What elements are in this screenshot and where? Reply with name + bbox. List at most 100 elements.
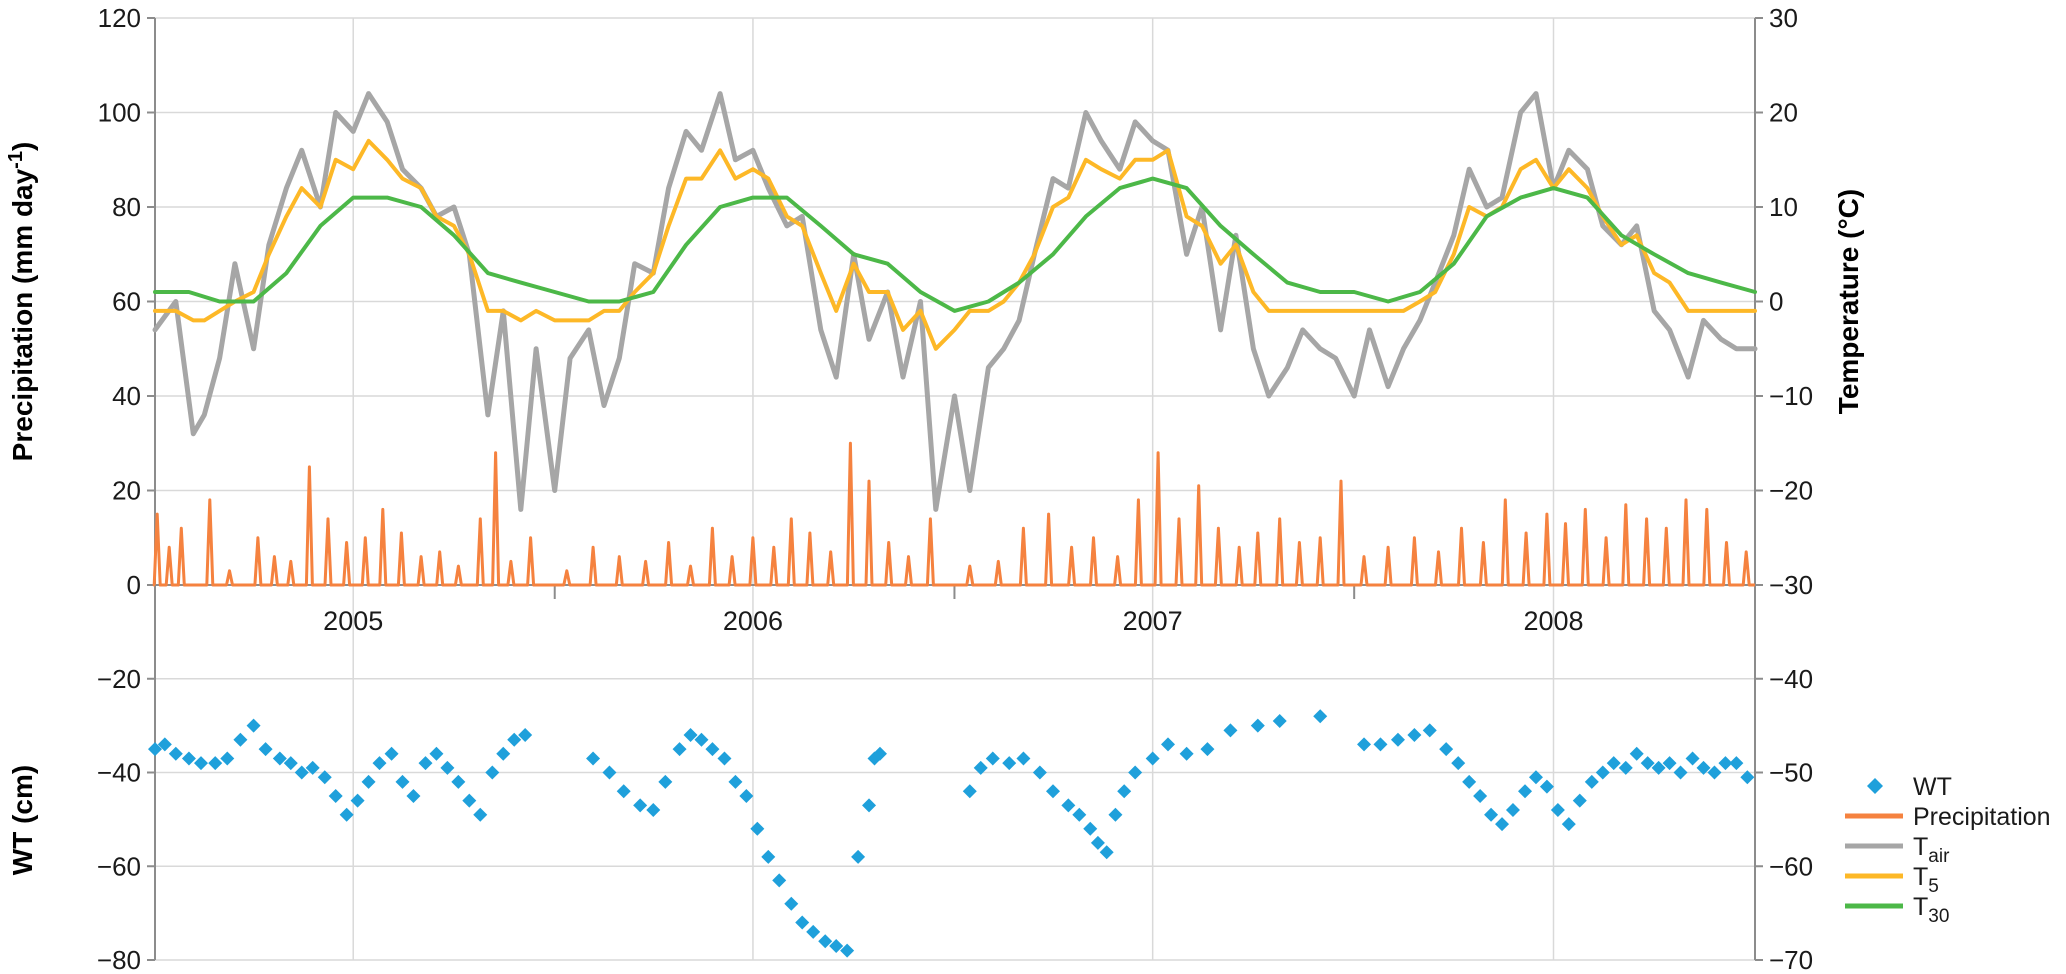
wt-point xyxy=(361,774,376,789)
x-tick-label: 2006 xyxy=(723,606,783,636)
wt-point xyxy=(208,756,223,771)
wt-point xyxy=(1272,713,1287,728)
wt-point xyxy=(384,746,399,761)
wt-point xyxy=(851,849,866,864)
wt-point xyxy=(1618,760,1633,775)
wt-point xyxy=(451,774,466,789)
wt-point xyxy=(1718,756,1733,771)
wt-point xyxy=(1595,765,1610,780)
y-right-tick-label: −20 xyxy=(1769,476,1813,506)
wt-point xyxy=(1072,807,1087,822)
wt-point xyxy=(1539,779,1554,794)
wt-point xyxy=(294,765,309,780)
gridlines xyxy=(155,17,1755,961)
wt-point xyxy=(440,760,455,775)
wt-point xyxy=(973,760,988,775)
y-left-tick-label: 120 xyxy=(98,3,141,33)
y-left-tick-label: 20 xyxy=(112,476,141,506)
wt-point xyxy=(1046,784,1061,799)
wt-point xyxy=(694,732,709,747)
axis-title-superscript: -1 xyxy=(5,151,27,169)
y-right-tick-label: −10 xyxy=(1769,381,1813,411)
y-right-tick-label: −70 xyxy=(1769,945,1813,974)
wt-point xyxy=(1032,765,1047,780)
wt-point xyxy=(1128,765,1143,780)
wt-point xyxy=(750,821,765,836)
wt-point xyxy=(717,751,732,766)
wt-point xyxy=(806,924,821,939)
wt-point xyxy=(485,765,500,780)
legend-label-text: T xyxy=(1913,833,1928,861)
wt-point xyxy=(646,803,661,817)
axes xyxy=(147,17,1763,961)
wt-point xyxy=(1016,751,1031,766)
wt-point xyxy=(586,751,601,766)
wt-point xyxy=(761,849,776,864)
wt-point xyxy=(418,756,433,771)
wt-point xyxy=(1390,732,1405,747)
wt-point xyxy=(739,788,754,803)
y-right-tick-label: 30 xyxy=(1769,3,1798,33)
y-right-tick-label: 20 xyxy=(1769,98,1798,128)
wt-point xyxy=(1673,765,1688,780)
wt-point xyxy=(462,793,477,808)
wt-point xyxy=(1108,807,1123,822)
wt-point xyxy=(305,760,320,775)
wt-point xyxy=(829,938,844,953)
wt-point xyxy=(350,793,365,808)
legend-label-text: Precipitation xyxy=(1913,803,2051,831)
wt-point xyxy=(272,751,287,766)
y-right-tick-label: 10 xyxy=(1769,192,1798,222)
y-right-tick-label: −60 xyxy=(1769,851,1813,881)
series-line-t30 xyxy=(153,176,1757,313)
wt-point xyxy=(1629,746,1644,761)
wt-point xyxy=(1422,723,1437,738)
wt-point xyxy=(1200,742,1215,757)
wt-point xyxy=(406,788,421,803)
legend-marker-wt xyxy=(1867,778,1883,794)
wt-point xyxy=(1606,756,1621,771)
legend-label-tair: Tair xyxy=(1913,833,1950,867)
y-left-tick-label: 0 xyxy=(127,570,141,600)
wt-point xyxy=(1484,807,1499,822)
wt-point xyxy=(795,915,810,930)
wt-tick-label: −60 xyxy=(97,851,141,881)
wt-point xyxy=(1528,770,1543,785)
wt-axis-title: WT (cm) xyxy=(7,765,38,875)
wt-point xyxy=(168,746,183,761)
wt-point xyxy=(1495,817,1510,832)
wt-point xyxy=(1550,803,1565,817)
wt-point xyxy=(1083,821,1098,836)
x-tick-label: 2008 xyxy=(1523,606,1583,636)
wt-point xyxy=(818,934,833,949)
legend-label-precip: Precipitation xyxy=(1913,803,2051,831)
wt-point xyxy=(1462,774,1477,789)
wt-point xyxy=(616,784,631,799)
wt-point xyxy=(429,746,444,761)
y-left-tick-label: 40 xyxy=(112,381,141,411)
wt-point xyxy=(1223,723,1238,738)
wt-point xyxy=(1473,788,1488,803)
y-right-tick-label: 0 xyxy=(1769,287,1783,317)
wt-point xyxy=(1584,774,1599,789)
wt-point xyxy=(1357,737,1372,752)
x-tick-label: 2007 xyxy=(1123,606,1183,636)
wt-point xyxy=(317,770,332,785)
wt-tick-label: −20 xyxy=(97,664,141,694)
wt-point xyxy=(683,728,698,742)
wt-point xyxy=(1640,756,1655,771)
legend-label-text: T xyxy=(1913,893,1928,921)
wt-point xyxy=(728,774,743,789)
wt-point xyxy=(1696,760,1711,775)
wt-point xyxy=(862,798,877,813)
wt-point xyxy=(633,798,648,813)
wt-point xyxy=(772,873,787,888)
legend-label-subscript: 30 xyxy=(1928,906,1949,927)
wt-point xyxy=(1407,728,1422,742)
wt-point xyxy=(1505,803,1520,817)
legend-label-t30: T30 xyxy=(1913,893,1949,927)
wt-point xyxy=(496,746,511,761)
y-left-tick-label: 80 xyxy=(112,192,141,222)
